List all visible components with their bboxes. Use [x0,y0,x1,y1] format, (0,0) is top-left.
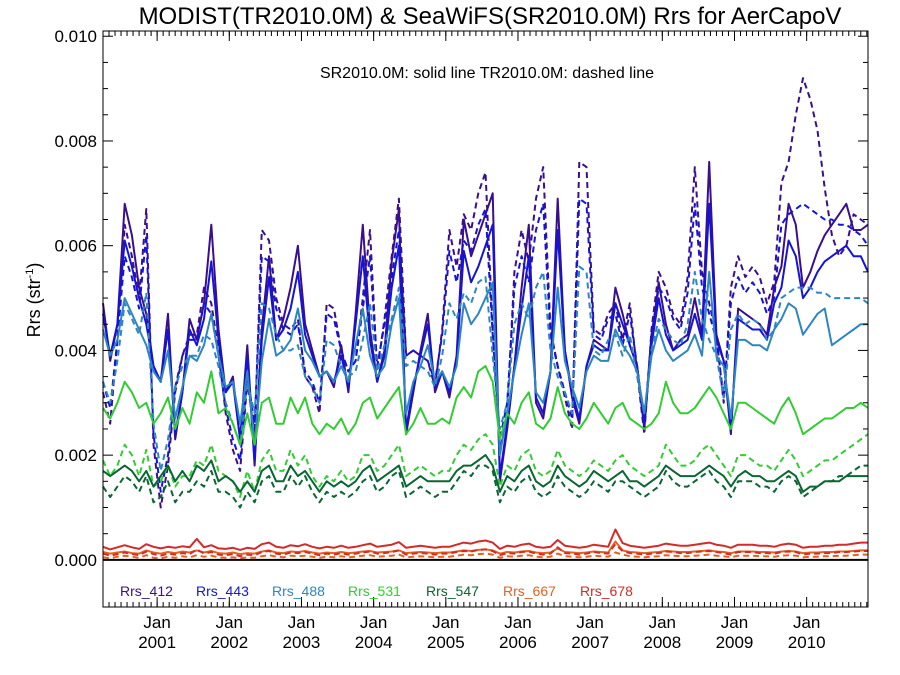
x-tick-label-year: 2002 [210,633,248,652]
x-tick-label-month: Jan [576,613,603,632]
legend-item-rrs-412: Rrs_412 [120,583,173,599]
y-tick-label: 0.008 [54,132,97,151]
series-line-rrs-547-solid [102,454,868,493]
legend-item-rrs-443: Rrs_443 [196,583,249,599]
x-tick-label-year: 2001 [138,633,176,652]
series-line-rrs-412-dashed [102,77,869,509]
x-tick-label-month: Jan [288,613,315,632]
y-axis-label-tail: ) [24,263,44,269]
x-tick-label-month: Jan [793,613,820,632]
x-tick-label-year: 2003 [283,633,321,652]
series-line-rrs-531-solid [102,365,869,446]
y-tick-label: 0.010 [54,27,97,46]
series-lines [102,77,869,560]
x-tick-label-year: 2004 [355,633,393,652]
y-tick-label: 0.000 [54,551,97,570]
legend-item-rrs-547: Rrs_547 [426,583,479,599]
legend-item-rrs-488: Rrs_488 [272,583,325,599]
series-line-rrs-667-dashed [102,551,868,560]
x-tick-label-year: 2010 [788,633,826,652]
series-line-rrs-443-dashed [102,197,869,493]
x-tick-label-month: Jan [432,613,459,632]
line-style-annotation: SR2010.0M: solid line TR2010.0M: dashed … [320,65,654,82]
legend-item-rrs-667: Rrs_667 [503,583,556,599]
y-axis-label: Rrs (str-1) [24,263,44,338]
x-tick-label-month: Jan [360,613,387,632]
y-tick-label: 0.002 [54,446,97,465]
x-tick-label-month: Jan [504,613,531,632]
x-tick-label-month: Jan [143,613,170,632]
series-line-rrs-488-dashed [102,265,869,472]
x-tick-label-year: 2007 [571,633,609,652]
x-tick-label-month: Jan [216,613,243,632]
series-line-rrs-547-dashed [102,464,868,509]
series-line-rrs-678-dashed [102,543,868,558]
x-tick-label-month: Jan [721,613,748,632]
y-axis-label-main: Rrs (str [24,278,44,337]
x-tick-label-year: 2005 [427,633,465,652]
series-line-rrs-488-solid [102,270,868,457]
legend-item-rrs-678: Rrs_678 [580,583,633,599]
y-tick-label: 0.004 [54,341,97,360]
y-tick-label: 0.006 [54,237,97,256]
x-tick-label-month: Jan [649,613,676,632]
y-axis: 0.000 0.002 0.004 0.006 0.008 0.010 [54,27,868,570]
chart-title: MODIST(TR2010.0M) & SeaWiFS(SR2010.0M) R… [139,3,842,30]
series-line-rrs-678-solid [102,528,868,551]
y-axis-label-sup: -1 [24,269,36,279]
legend: Rrs_412 Rrs_443 Rrs_488 Rrs_531 Rrs_547 Rrs_6… [120,583,633,599]
x-axis: Jan2001Jan2002Jan2003Jan2004Jan2005Jan20… [102,31,868,652]
legend-item-rrs-531: Rrs_531 [348,583,401,599]
x-tick-label-year: 2009 [716,633,754,652]
plot-frame [102,30,869,608]
series-line-rrs-443-solid [102,202,869,478]
x-tick-label-year: 2008 [643,633,681,652]
x-tick-label-year: 2006 [499,633,537,652]
